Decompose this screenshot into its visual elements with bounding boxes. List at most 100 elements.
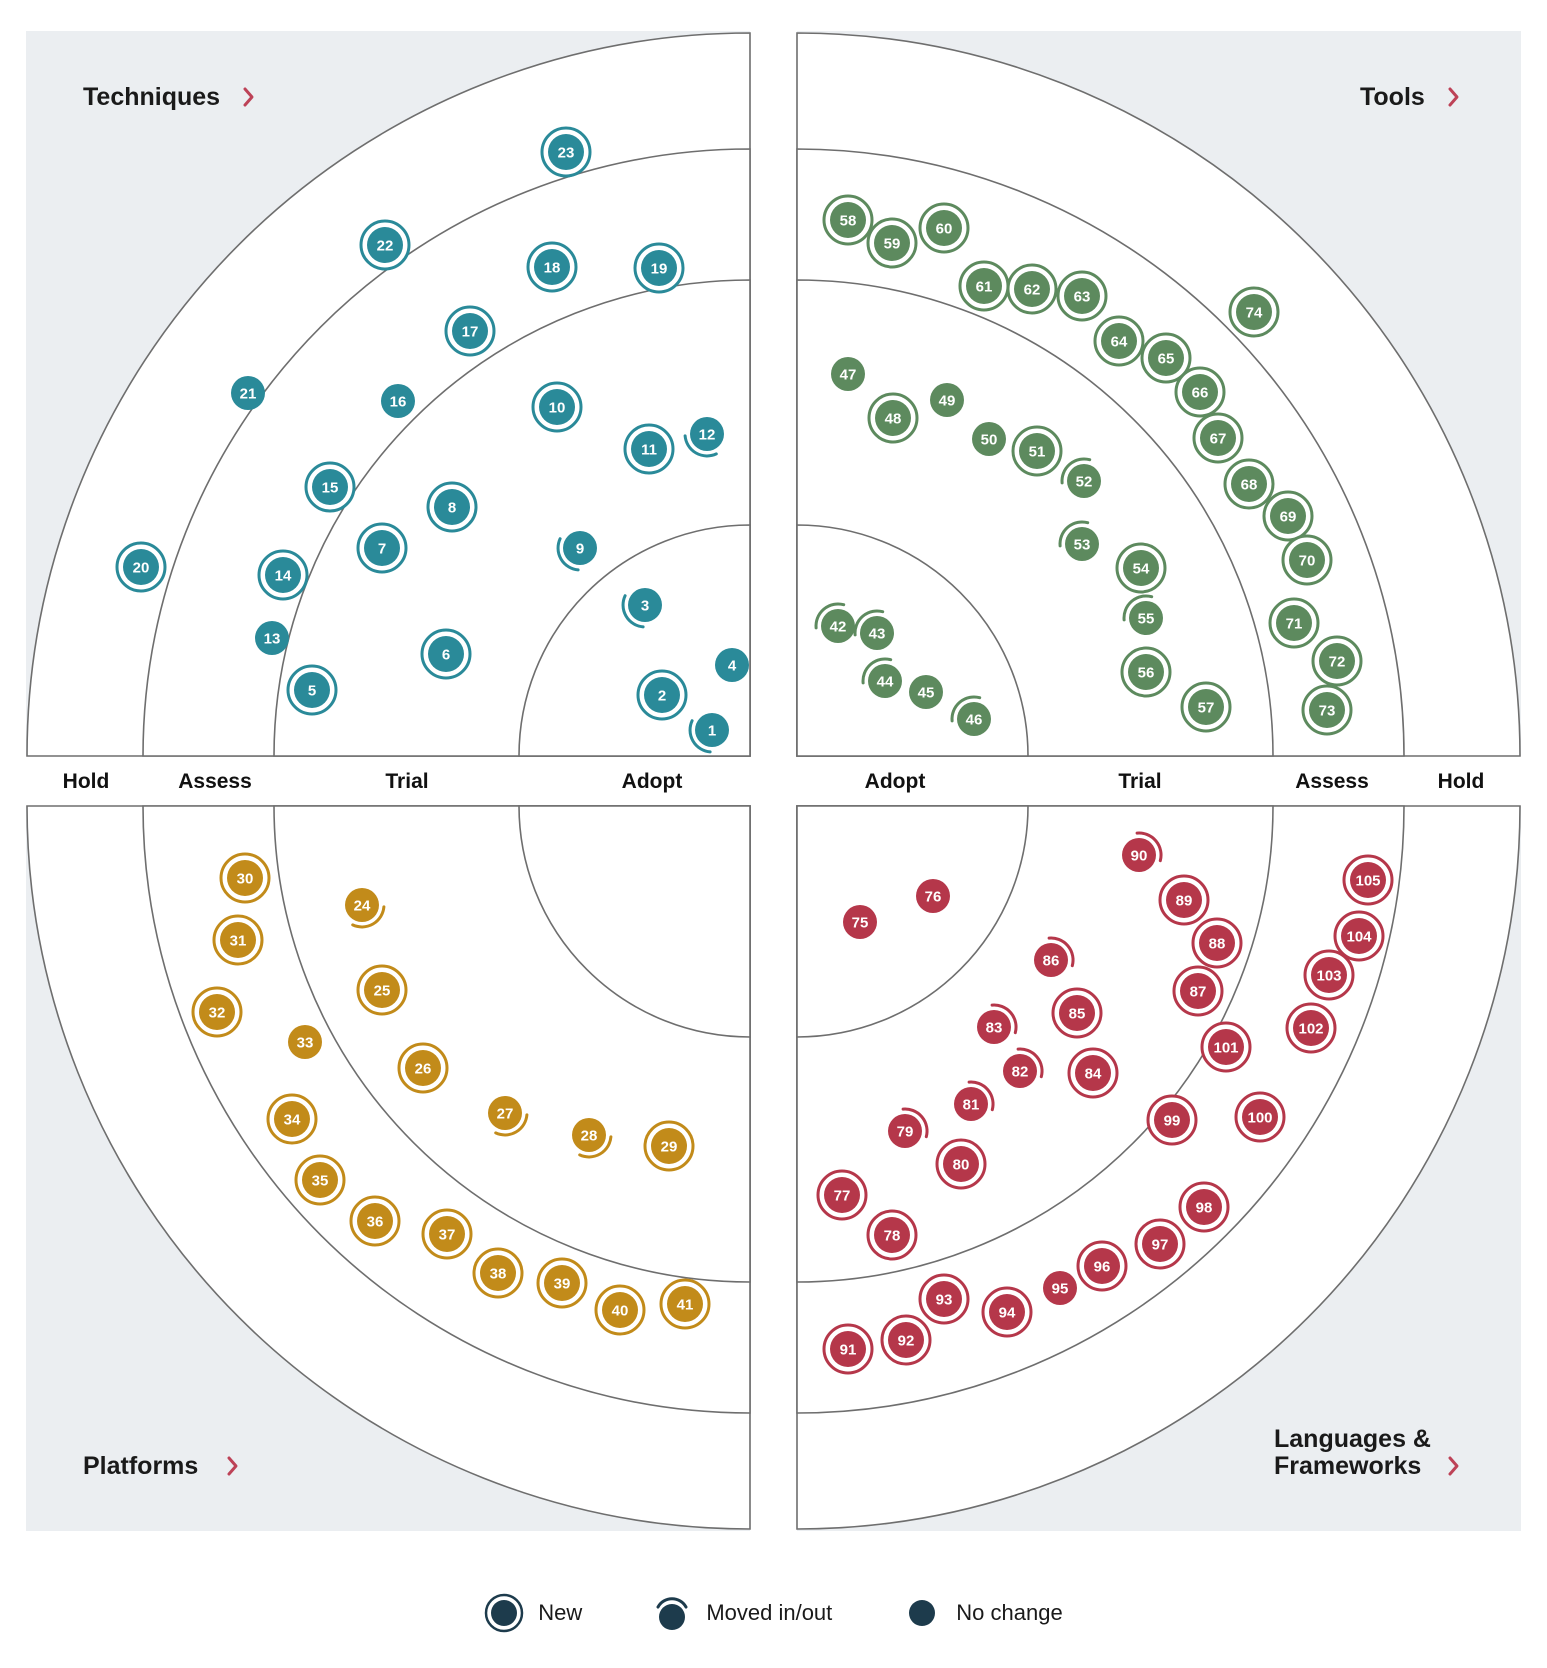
blip-33[interactable]: 33: [288, 1025, 322, 1059]
languages-link[interactable]: Languages & Frameworks: [1274, 1425, 1459, 1480]
blip-8[interactable]: 8: [426, 481, 478, 533]
blip-57[interactable]: 57: [1180, 681, 1232, 733]
blip-103[interactable]: 103: [1303, 949, 1355, 1001]
blip-11[interactable]: 11: [623, 423, 675, 475]
blip-52[interactable]: 52: [1060, 457, 1101, 498]
blip-2[interactable]: 2: [636, 669, 688, 721]
blip-69[interactable]: 69: [1262, 490, 1314, 542]
blip-93[interactable]: 93: [918, 1273, 970, 1325]
blip-98[interactable]: 98: [1178, 1181, 1230, 1233]
blip-39[interactable]: 39: [536, 1257, 588, 1309]
blip-14[interactable]: 14: [257, 549, 309, 601]
blip-75[interactable]: 75: [843, 905, 877, 939]
blip-17[interactable]: 17: [444, 305, 496, 357]
blip-26[interactable]: 26: [397, 1042, 449, 1094]
blip-29[interactable]: 29: [643, 1120, 695, 1172]
blip-100[interactable]: 100: [1234, 1091, 1286, 1143]
blip-27[interactable]: 27: [488, 1096, 529, 1137]
chevron-right-icon[interactable]: [243, 87, 254, 107]
blip-96[interactable]: 96: [1076, 1240, 1128, 1292]
blip-94[interactable]: 94: [981, 1286, 1033, 1338]
blip-5[interactable]: 5: [286, 664, 338, 716]
chevron-right-icon[interactable]: [227, 1456, 238, 1476]
blip-34[interactable]: 34: [266, 1093, 318, 1145]
blip-76[interactable]: 76: [916, 879, 950, 913]
blip-54[interactable]: 54: [1115, 542, 1167, 594]
blip-7[interactable]: 7: [356, 522, 408, 574]
blip-88[interactable]: 88: [1191, 917, 1243, 969]
blip-1[interactable]: 1: [688, 713, 729, 754]
blip-91[interactable]: 91: [822, 1323, 874, 1375]
blip-97[interactable]: 97: [1134, 1218, 1186, 1270]
languages-title-line2[interactable]: Frameworks: [1274, 1452, 1421, 1480]
blip-47[interactable]: 47: [831, 357, 865, 391]
blip-105[interactable]: 105: [1342, 854, 1394, 906]
blip-37[interactable]: 37: [421, 1208, 473, 1260]
blip-10[interactable]: 10: [531, 381, 583, 433]
blip-99[interactable]: 99: [1146, 1094, 1198, 1146]
blip-59[interactable]: 59: [866, 217, 918, 269]
blip-102[interactable]: 102: [1285, 1002, 1337, 1054]
blip-15[interactable]: 15: [304, 461, 356, 513]
blip-40[interactable]: 40: [594, 1284, 646, 1336]
blip-56[interactable]: 56: [1120, 646, 1172, 698]
blip-92[interactable]: 92: [880, 1314, 932, 1366]
chevron-right-icon[interactable]: [1448, 1456, 1459, 1476]
blip-21[interactable]: 21: [231, 376, 265, 410]
blip-73[interactable]: 73: [1301, 684, 1353, 736]
blip-31[interactable]: 31: [212, 914, 264, 966]
blip-43[interactable]: 43: [853, 609, 894, 650]
blip-24[interactable]: 24: [345, 888, 386, 929]
blip-68[interactable]: 68: [1223, 458, 1275, 510]
blip-55[interactable]: 55: [1122, 594, 1163, 635]
blip-46[interactable]: 46: [950, 695, 991, 736]
blip-23[interactable]: 23: [540, 126, 592, 178]
blip-63[interactable]: 63: [1056, 270, 1108, 322]
techniques-link[interactable]: Techniques: [83, 83, 254, 111]
blip-42[interactable]: 42: [814, 602, 855, 643]
blip-58[interactable]: 58: [822, 194, 874, 246]
tools-title[interactable]: Tools: [1360, 83, 1425, 111]
blip-77[interactable]: 77: [816, 1169, 868, 1221]
blip-4[interactable]: 4: [715, 648, 749, 682]
blip-35[interactable]: 35: [294, 1154, 346, 1206]
blip-82[interactable]: 82: [1003, 1047, 1044, 1088]
blip-3[interactable]: 3: [621, 588, 662, 629]
blip-16[interactable]: 16: [381, 384, 415, 418]
blip-50[interactable]: 50: [972, 422, 1006, 456]
chevron-right-icon[interactable]: [1448, 87, 1459, 107]
blip-36[interactable]: 36: [349, 1195, 401, 1247]
blip-79[interactable]: 79: [888, 1107, 929, 1148]
blip-86[interactable]: 86: [1034, 936, 1075, 977]
languages-title-line1[interactable]: Languages &: [1274, 1425, 1431, 1453]
blip-81[interactable]: 81: [954, 1080, 995, 1121]
blip-25[interactable]: 25: [356, 964, 408, 1016]
blip-30[interactable]: 30: [219, 852, 271, 904]
blip-101[interactable]: 101: [1200, 1021, 1252, 1073]
blip-64[interactable]: 64: [1093, 315, 1145, 367]
blip-84[interactable]: 84: [1067, 1047, 1119, 1099]
blip-72[interactable]: 72: [1311, 635, 1363, 687]
blip-9[interactable]: 9: [556, 531, 597, 572]
blip-70[interactable]: 70: [1281, 534, 1333, 586]
blip-18[interactable]: 18: [526, 241, 578, 293]
blip-85[interactable]: 85: [1051, 987, 1103, 1039]
blip-20[interactable]: 20: [115, 541, 167, 593]
blip-60[interactable]: 60: [918, 202, 970, 254]
blip-12[interactable]: 12: [683, 417, 724, 458]
blip-83[interactable]: 83: [977, 1003, 1018, 1044]
blip-13[interactable]: 13: [255, 621, 289, 655]
blip-28[interactable]: 28: [572, 1118, 613, 1159]
blip-89[interactable]: 89: [1158, 874, 1210, 926]
blip-45[interactable]: 45: [909, 675, 943, 709]
blip-90[interactable]: 90: [1122, 831, 1163, 872]
blip-19[interactable]: 19: [633, 242, 685, 294]
blip-41[interactable]: 41: [659, 1278, 711, 1330]
blip-74[interactable]: 74: [1228, 286, 1280, 338]
techniques-title[interactable]: Techniques: [83, 83, 220, 111]
tools-link[interactable]: Tools: [1360, 83, 1459, 111]
blip-95[interactable]: 95: [1043, 1271, 1077, 1305]
blip-80[interactable]: 80: [935, 1138, 987, 1190]
blip-22[interactable]: 22: [359, 219, 411, 271]
blip-32[interactable]: 32: [191, 986, 243, 1038]
